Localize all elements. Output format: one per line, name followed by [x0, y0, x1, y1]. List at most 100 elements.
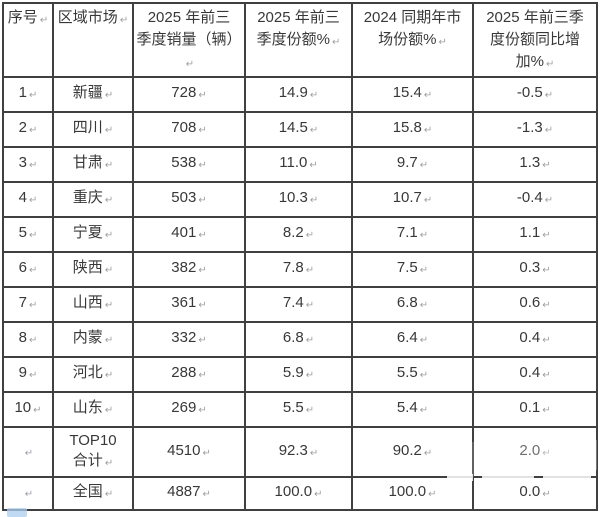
paragraph-mark-icon: ↵ [104, 265, 114, 276]
cell-value: 5.5 [396, 364, 418, 381]
header-label: 序号 [7, 9, 38, 26]
cell-value: 5 [18, 224, 27, 241]
table-cell: 山东 ↵ [52, 391, 134, 428]
paragraph-mark-icon: ↵ [419, 300, 429, 311]
paragraph-mark-icon: ↵ [198, 405, 207, 416]
paragraph-mark-icon: ↵ [198, 265, 207, 276]
table-cell: -0.4 ↵ [472, 181, 598, 218]
cell-value: 1.1 [519, 224, 541, 241]
table-cell: -1.3 ↵ [472, 111, 598, 148]
table-cell: 6.8 ↵ [351, 286, 474, 323]
cell-value: 382 [171, 259, 197, 276]
paragraph-mark-icon: ↵ [542, 335, 551, 346]
cell-value: 10 [14, 399, 32, 416]
table-row: 4 ↵ 重庆 ↵ 503 ↵ 10.3 ↵ 10.7 ↵ -0.4 ↵ [2, 181, 598, 218]
table-cell: ↵ [2, 476, 54, 511]
cell-value: 4887 [167, 483, 201, 500]
watermark-overlay [482, 474, 534, 481]
paragraph-mark-icon: ↵ [542, 230, 551, 241]
table-cell: 10.3 ↵ [244, 181, 353, 218]
table-cell: 288 ↵ [132, 356, 246, 393]
table-cell: 8.2 ↵ [244, 216, 353, 253]
paragraph-mark-icon: ↵ [28, 335, 38, 346]
paragraph-mark-icon: ↵ [28, 160, 38, 171]
header-region: 区域市场 ↵ [52, 2, 134, 78]
table-cell: 4 ↵ [2, 181, 54, 218]
table-cell: 382 ↵ [132, 251, 246, 288]
cell-value: 山东 [72, 399, 103, 416]
table-cell: 332 ↵ [132, 321, 246, 358]
paragraph-mark-icon: ↵ [28, 230, 38, 241]
table-cell: 6 ↵ [2, 251, 54, 288]
paragraph-mark-icon: ↵ [305, 405, 315, 416]
paragraph-mark-icon: ↵ [104, 335, 114, 346]
table-cell: 708 ↵ [132, 111, 246, 148]
table-cell: 0.6 ↵ [472, 286, 598, 323]
paragraph-mark-icon: ↵ [185, 59, 195, 70]
paragraph-mark-icon: ↵ [104, 370, 114, 381]
cell-value: 10.7 [392, 189, 422, 206]
paragraph-mark-icon: ↵ [198, 160, 207, 171]
paragraph-mark-icon: ↵ [28, 265, 38, 276]
table-cell: 5 ↵ [2, 216, 54, 253]
cell-value: 361 [171, 294, 197, 311]
header-label: 2024 同期年市 场份额% [363, 9, 462, 48]
paragraph-mark-icon: ↵ [305, 335, 315, 346]
cell-value: 河北 [72, 364, 103, 381]
cell-value: -0.5 [516, 84, 543, 101]
cell-value: 11.0 [279, 154, 308, 171]
paragraph-mark-icon: ↵ [198, 370, 207, 381]
paragraph-mark-icon: ↵ [198, 300, 207, 311]
table-cell: 92.3 ↵ [244, 426, 353, 478]
paragraph-mark-icon: ↵ [438, 37, 447, 48]
cell-value: 5.5 [282, 399, 304, 416]
cell-value: 6.8 [396, 294, 418, 311]
table-cell: 401 ↵ [132, 216, 246, 253]
paragraph-mark-icon: ↵ [104, 457, 114, 469]
table-cell: 4510 ↵ [132, 426, 246, 478]
paragraph-mark-icon: ↵ [423, 125, 433, 136]
cell-value: 7.4 [282, 294, 304, 311]
paragraph-mark-icon: ↵ [104, 195, 114, 206]
cell-value: 503 [171, 189, 197, 206]
paragraph-mark-icon: ↵ [545, 59, 555, 70]
cell-value: 0.6 [519, 294, 541, 311]
cell-value: 10.3 [278, 189, 308, 206]
table-cell: 6.4 ↵ [351, 321, 474, 358]
header-serial: 序号 ↵ [2, 2, 54, 78]
table-cell: 5.5 ↵ [351, 356, 474, 393]
paragraph-mark-icon: ↵ [423, 447, 433, 459]
cell-value: 0.3 [519, 259, 541, 276]
table-cell: 538 ↵ [132, 146, 246, 183]
paragraph-mark-icon: ↵ [104, 300, 114, 311]
cell-value: 288 [171, 364, 197, 381]
watermark-overlay [505, 440, 597, 470]
table-cell: 山西 ↵ [52, 286, 134, 323]
paragraph-mark-icon: ↵ [202, 447, 211, 459]
table-cell: 2.0 ↵ [472, 426, 598, 478]
table-cell: ↵ [2, 426, 54, 478]
watermark-overlay [447, 474, 473, 481]
paragraph-mark-icon: ↵ [305, 300, 315, 311]
paragraph-mark-icon: ↵ [198, 195, 207, 206]
cell-value: 6.8 [282, 329, 304, 346]
paragraph-mark-icon: ↵ [542, 405, 551, 416]
paragraph-mark-icon: ↵ [419, 230, 429, 241]
table-cell: 7.4 ↵ [244, 286, 353, 323]
cell-value: 92.3 [278, 441, 308, 459]
table-cell: 14.5 ↵ [244, 111, 353, 148]
paragraph-mark-icon: ↵ [198, 90, 207, 101]
cell-value: 332 [171, 329, 197, 346]
cell-value: 重庆 [72, 189, 103, 206]
paragraph-mark-icon: ↵ [309, 160, 318, 171]
paragraph-mark-icon: ↵ [428, 489, 437, 500]
cell-value: 6.4 [396, 329, 418, 346]
paragraph-mark-icon: ↵ [39, 15, 49, 26]
paragraph-mark-icon: ↵ [28, 125, 38, 136]
cell-value: 5.4 [396, 399, 418, 416]
paragraph-mark-icon: ↵ [24, 447, 34, 459]
cell-value: 1.3 [519, 154, 541, 171]
paragraph-mark-icon: ↵ [331, 37, 341, 48]
cell-value: 2 [18, 119, 27, 136]
cell-value: -0.4 [516, 189, 543, 206]
